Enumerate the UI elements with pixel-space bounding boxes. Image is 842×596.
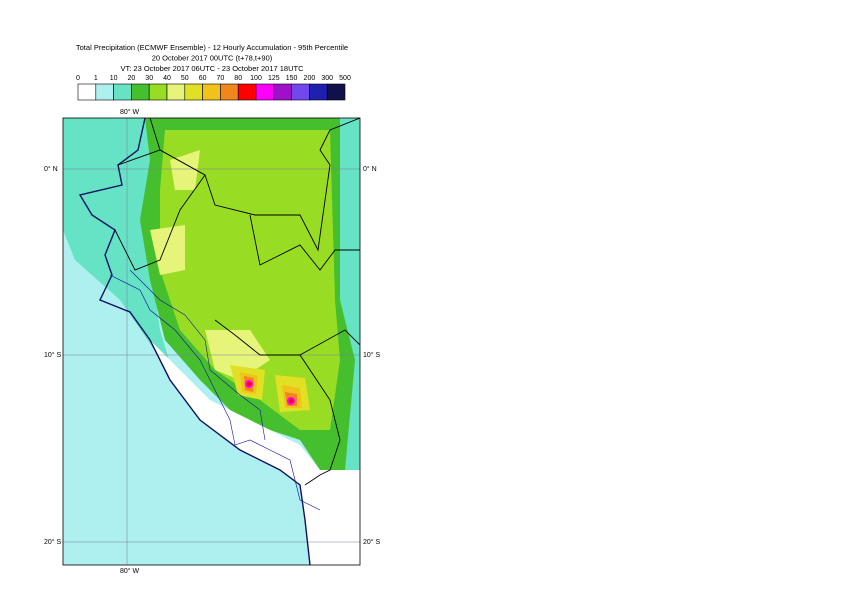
colorbar-label: 50 [181, 75, 189, 82]
lat-label: 10° S [44, 351, 62, 359]
colorbar-label: 40 [163, 75, 171, 82]
country-border [114, 149, 206, 271]
color-swatch [237, 83, 257, 101]
color-swatch [131, 83, 150, 101]
lon-label: 80° W [120, 108, 140, 116]
title-block: Total Precipitation (ECMWF Ensemble) - 1… [76, 43, 348, 73]
colorbar-label: 80 [234, 75, 242, 82]
colorbar-label: 150 [286, 75, 298, 82]
color-swatch [309, 83, 328, 101]
color-swatch [113, 83, 132, 101]
colorbar-label: 60 [199, 75, 207, 82]
colorbar-label: 1 [94, 75, 98, 82]
colorbar-label: 30 [145, 75, 153, 82]
colorbar-label: 20 [128, 75, 136, 82]
region-borders [129, 269, 266, 441]
colorbar: 0 1 10 20 30 40 50 60 70 80 100 125 150 200 300 500 [76, 75, 351, 101]
lon-label: 80° W [120, 567, 140, 575]
precip-80 [288, 398, 294, 404]
colorbar-label: 125 [268, 75, 280, 82]
color-swatch [95, 83, 114, 101]
country-border [214, 319, 341, 486]
colorbar-label: 100 [250, 75, 262, 82]
lat-label: 20° S [44, 538, 62, 546]
color-swatch [273, 83, 292, 101]
title-line: Total Precipitation (ECMWF Ensemble) - 1… [76, 43, 348, 52]
region-borders [109, 274, 321, 511]
precip-80 [246, 381, 252, 387]
colorbar-label: 500 [339, 75, 351, 82]
title-line: VT: 23 October 2017 06UTC - 23 October 2… [120, 64, 304, 73]
color-swatch [291, 83, 310, 101]
colorbar-label: 70 [217, 75, 225, 82]
colorbar-label: 10 [110, 75, 118, 82]
lat-label: 10° S [363, 351, 381, 359]
lat-label: 0° N [44, 165, 58, 173]
lat-label: 20° S [363, 538, 381, 546]
color-swatch [148, 83, 168, 101]
title-line: 20 October 2017 00UTC (t+78,t+90) [152, 53, 273, 62]
color-swatch [202, 83, 221, 101]
map-frame [62, 117, 361, 566]
color-swatch [77, 83, 97, 101]
color-swatch [326, 83, 346, 101]
colorbar-label: 0 [76, 75, 80, 82]
color-swatch [184, 83, 203, 101]
precip-40 [150, 225, 185, 275]
colorbar-label: 300 [321, 75, 333, 82]
coastline [78, 118, 311, 565]
color-swatch [166, 83, 186, 101]
country-border [249, 214, 360, 271]
map-area [63, 118, 360, 565]
lat-label: 0° N [363, 165, 377, 173]
country-border [299, 329, 360, 356]
color-swatch [255, 83, 275, 101]
graticule-labels: 80° W 80° W 0° N 0° N 10° S 10° S 20° S 20° S [44, 108, 381, 575]
colorbar-label: 200 [304, 75, 316, 82]
color-swatch [220, 83, 239, 101]
dry-land [150, 340, 360, 565]
